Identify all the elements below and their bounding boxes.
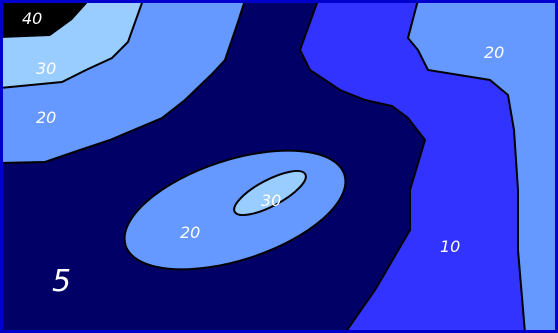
contour-line-20-right [406,0,526,333]
contour-line-10 [298,0,427,333]
contour-label-40: 40 [22,9,42,28]
contour-label-5: 5 [52,264,71,299]
contour-label-20-topleft: 20 [36,108,56,127]
contour-label-10: 10 [440,237,460,256]
region-level-40 [0,0,90,38]
contour-label-30-center: 30 [261,191,281,210]
contour-label-30-topleft: 30 [36,59,56,78]
region-level-30-center [233,169,307,217]
contour-label-20-right: 20 [484,43,504,62]
contour-line-30-topleft [0,0,144,89]
contour-line-20-topleft [0,0,246,164]
contour-label-20-center: 20 [180,223,200,242]
region-level-20-right [408,0,558,333]
